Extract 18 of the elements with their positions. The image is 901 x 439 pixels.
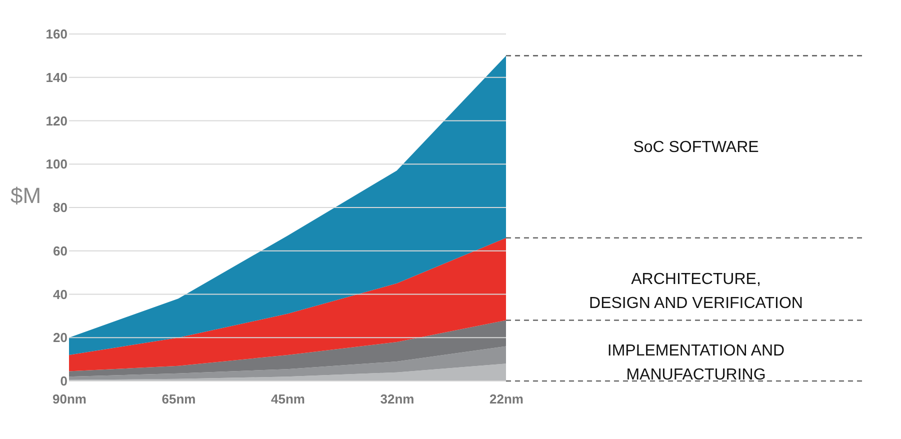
y-tick-label: 60 — [53, 243, 68, 258]
y-axis-title: $M — [10, 183, 42, 208]
y-tick-label: 160 — [46, 26, 68, 42]
text: ARCHITECTURE, DESIGN AND VERIFICATION — [589, 271, 803, 312]
y-tick-label: 120 — [46, 113, 68, 128]
x-tick-label: 22nm — [490, 392, 524, 406]
text: IMPLEMENTATION AND MANUFACTURING — [607, 342, 785, 384]
y-tick-label: 20 — [53, 330, 68, 346]
text: SoC SOFTWARE — [633, 138, 759, 156]
y-tick-label: 0 — [60, 374, 68, 388]
x-tick-label: 32nm — [380, 392, 414, 406]
y-tick-label: 80 — [53, 200, 68, 215]
y-tick-label: 100 — [46, 156, 68, 172]
y-tick-label: 40 — [53, 286, 68, 302]
y-tick-label: 140 — [46, 70, 68, 85]
x-tick-label: 45nm — [271, 392, 305, 406]
x-tick-label: 90nm — [52, 392, 86, 406]
x-tick-label: 65nm — [162, 392, 196, 406]
